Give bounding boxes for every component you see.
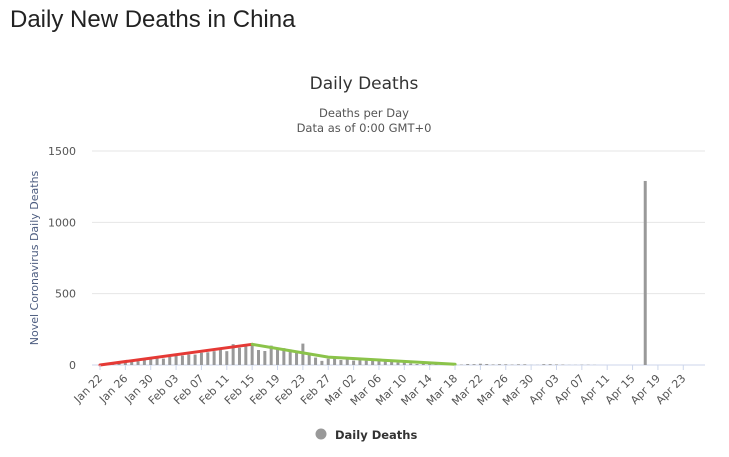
trend-line: [98, 342, 254, 367]
bar: [180, 355, 184, 365]
legend-label: Daily Deaths: [335, 428, 417, 442]
bar: [643, 180, 647, 365]
bar: [402, 361, 406, 365]
bar: [142, 359, 146, 365]
bar: [276, 348, 280, 365]
page-title: Daily New Deaths in China: [10, 6, 296, 33]
bar: [326, 358, 330, 365]
bar: [364, 360, 368, 365]
chart-subtitle: Data as of 0:00 GMT+0: [297, 121, 432, 135]
bar: [491, 364, 495, 365]
y-axis-title: Novel Coronavirus Daily Deaths: [28, 170, 41, 345]
bar: [542, 364, 546, 365]
legend-marker: [315, 428, 327, 440]
bar: [472, 364, 476, 365]
bar: [390, 361, 394, 365]
bar: [187, 354, 191, 365]
bar: [123, 361, 127, 365]
bar: [136, 361, 140, 365]
bar: [130, 361, 134, 365]
y-tick-label: 0: [69, 359, 76, 372]
bar: [409, 363, 413, 365]
bar: [257, 350, 260, 365]
bar: [307, 354, 311, 365]
trend-line: [250, 342, 457, 366]
bar: [117, 362, 121, 365]
chart-subtitle: Deaths per Day: [319, 106, 409, 120]
bar: [263, 351, 267, 365]
bar: [377, 361, 381, 365]
y-tick-label: 1500: [48, 145, 76, 158]
bar: [250, 344, 254, 365]
bar: [269, 345, 273, 365]
bar: [415, 364, 419, 365]
bar: [314, 357, 318, 365]
bar: [282, 348, 286, 365]
bar: [396, 362, 400, 365]
y-tick-label: 500: [55, 288, 76, 301]
bar: [548, 364, 552, 365]
bar: [485, 364, 489, 365]
bar: [295, 351, 299, 365]
bar: [523, 364, 527, 365]
bar: [244, 344, 248, 365]
bar: [174, 355, 178, 365]
bar: [478, 363, 482, 365]
bar: [231, 344, 235, 365]
bar: [371, 360, 375, 365]
bar: [199, 352, 203, 365]
bar: [358, 359, 362, 365]
bar: [339, 360, 343, 365]
bar: [193, 354, 197, 365]
bar: [516, 364, 520, 365]
bar: [383, 361, 387, 365]
bar: [155, 358, 159, 365]
bar: [206, 352, 210, 365]
bar: [161, 358, 165, 365]
bar: [345, 359, 349, 365]
x-tick-label: Jan 22: [71, 372, 105, 406]
bar: [352, 360, 356, 365]
bar: [149, 358, 153, 365]
x-tick-label: Jan 26: [96, 372, 130, 406]
bar: [554, 364, 558, 365]
bar: [466, 364, 470, 365]
bar: [168, 356, 172, 365]
bar: [504, 364, 508, 365]
bar: [237, 347, 241, 365]
bar: [333, 358, 337, 365]
y-tick-label: 1000: [48, 216, 76, 229]
bar: [320, 360, 324, 365]
bar: [212, 351, 216, 365]
bar: [421, 363, 425, 365]
bar: [497, 364, 501, 365]
chart-title: Daily Deaths: [310, 74, 419, 94]
bar: [218, 349, 222, 365]
bar: [225, 351, 229, 365]
bar: [288, 349, 292, 365]
